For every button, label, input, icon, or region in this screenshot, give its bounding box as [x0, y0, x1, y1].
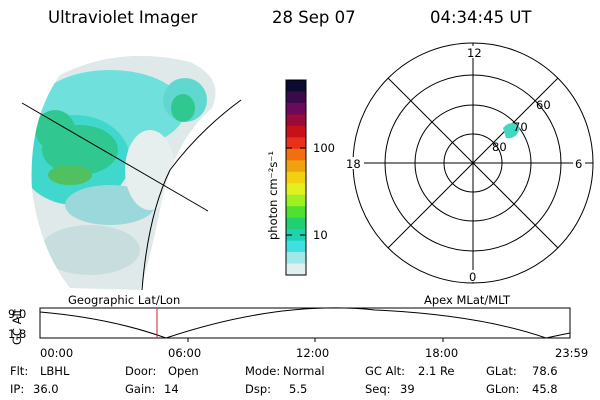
- gain-label: Gain:: [125, 382, 156, 396]
- gain-value: 14: [164, 382, 179, 396]
- glat-label: GLat:: [486, 364, 517, 378]
- colorbar-band: [286, 80, 306, 93]
- strip-left-title: Geographic Lat/Lon: [68, 293, 180, 307]
- strip-y-label: GC Alt: [10, 308, 24, 345]
- colorbar-band: [286, 137, 306, 150]
- date-label: 28 Sep 07: [272, 8, 356, 27]
- time-label: 04:34:45 UT: [430, 8, 532, 27]
- colorbar-band: [286, 194, 306, 207]
- colorbar-band: [286, 252, 306, 265]
- title-bar: Ultraviolet Imager 28 Sep 07 04:34:45 UT: [0, 8, 600, 30]
- colorbar-gradient: [286, 80, 306, 276]
- seq-label: Seq:: [365, 382, 391, 396]
- colorbar-band: [286, 206, 306, 219]
- mlt-label-6: 6: [575, 157, 582, 171]
- strip-y-tick-1-8: 1.8: [8, 327, 26, 341]
- glon-value: 45.8: [532, 382, 558, 396]
- instrument-name: Ultraviolet Imager: [48, 8, 198, 27]
- colorbar-band: [286, 114, 306, 127]
- uv-intensity-image: [31, 55, 216, 290]
- glat-value: 78.6: [532, 364, 558, 378]
- ip-label: IP:: [10, 382, 25, 396]
- glon-label: GLon:: [486, 382, 520, 396]
- mode-label: Mode:: [245, 364, 281, 378]
- colorbar-frame: [285, 79, 307, 276]
- mlt-label-12: 12: [467, 46, 482, 60]
- altitude-curve: [39, 307, 571, 339]
- filter-value: LBHL: [40, 364, 70, 378]
- door-value: Open: [168, 364, 199, 378]
- colorbar-band: [286, 125, 306, 138]
- colorbar-unit-label: photon cm⁻²s⁻¹: [266, 151, 280, 240]
- colorbar-band: [286, 229, 306, 242]
- seq-value: 39: [400, 382, 415, 396]
- strip-x-tick-0000: 00:00: [40, 346, 73, 360]
- strip-frame: [39, 307, 571, 339]
- colorbar-band: [286, 217, 306, 230]
- colorbar-band: [286, 160, 306, 173]
- lat-label-70: 70: [513, 120, 528, 134]
- gcalt-value: 2.1 Re: [418, 364, 455, 378]
- mlt-label-18: 18: [346, 157, 361, 171]
- colorbar-tick-100: 100: [313, 141, 335, 155]
- colorbar-band: [286, 183, 306, 196]
- mlt-label-0: 0: [469, 270, 476, 284]
- colorbar-band: [286, 171, 306, 184]
- door-label: Door:: [125, 364, 157, 378]
- polar-aurora-patch: [503, 123, 520, 139]
- gcalt-label: GC Alt:: [365, 364, 406, 378]
- strip-x-tick-1200: 12:00: [296, 346, 329, 360]
- lat-label-60: 60: [536, 98, 551, 112]
- dsp-label: Dsp:: [245, 382, 272, 396]
- colorbar-tick-10: 10: [313, 228, 328, 242]
- strip-y-tick-9: 9.0: [8, 307, 26, 321]
- limb-curve: [141, 99, 242, 291]
- colorbar-band: [286, 91, 306, 104]
- lat-label-80: 80: [492, 140, 507, 154]
- colorbar-band: [286, 240, 306, 253]
- dsp-value: 5.5: [289, 382, 308, 396]
- terminator-line: [21, 102, 209, 212]
- mode-value: Normal: [283, 364, 325, 378]
- strip-x-tick-2359: 23:59: [555, 346, 588, 360]
- strip-x-tick-0600: 06:00: [168, 346, 201, 360]
- colorbar-band: [286, 102, 306, 116]
- strip-right-title: Apex MLat/MLT: [424, 293, 511, 307]
- colorbar-band: [286, 148, 306, 161]
- filter-label: Flt:: [10, 364, 29, 378]
- ip-value: 36.0: [33, 382, 59, 396]
- strip-x-tick-1800: 18:00: [425, 346, 458, 360]
- colorbar-band: [286, 263, 306, 276]
